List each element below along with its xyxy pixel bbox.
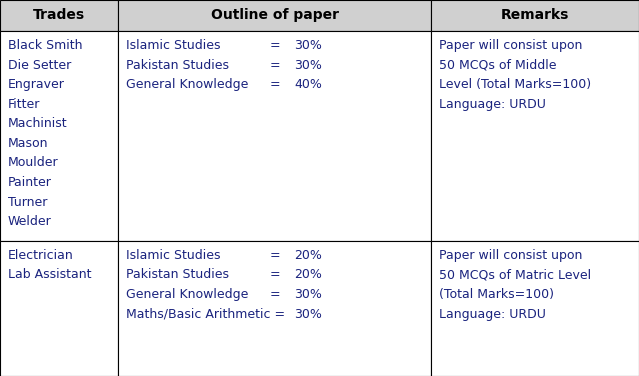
Text: Lab Assistant: Lab Assistant	[8, 268, 91, 282]
Text: Black Smith: Black Smith	[8, 39, 82, 52]
Text: 20%: 20%	[294, 249, 322, 262]
Text: =: =	[270, 249, 280, 262]
Text: General Knowledge: General Knowledge	[126, 78, 249, 91]
Text: Pakistan Studies: Pakistan Studies	[126, 59, 229, 72]
Text: Fitter: Fitter	[8, 98, 40, 111]
Text: Die Setter: Die Setter	[8, 59, 71, 72]
Text: 20%: 20%	[294, 268, 322, 282]
Text: Pakistan Studies: Pakistan Studies	[126, 268, 229, 282]
Text: 30%: 30%	[294, 288, 322, 301]
Bar	[0, 0, 118, 31]
Text: Turner: Turner	[8, 196, 47, 209]
Text: =: =	[270, 268, 280, 282]
Text: General Knowledge: General Knowledge	[126, 288, 249, 301]
Bar	[0, 241, 118, 376]
Text: Machinist: Machinist	[8, 117, 67, 130]
Text: Moulder: Moulder	[8, 156, 58, 170]
Text: =: =	[270, 288, 280, 301]
Text: Remarks: Remarks	[501, 8, 569, 23]
Text: 40%: 40%	[294, 78, 322, 91]
Bar	[118, 0, 431, 31]
Bar	[431, 241, 639, 376]
Bar	[431, 0, 639, 31]
Text: Language: URDU: Language: URDU	[439, 98, 546, 111]
Text: Outline of paper: Outline of paper	[211, 8, 339, 23]
Text: =: =	[270, 78, 280, 91]
Text: 30%: 30%	[294, 308, 322, 321]
Text: Islamic Studies: Islamic Studies	[126, 39, 220, 52]
Text: Islamic Studies: Islamic Studies	[126, 249, 220, 262]
Text: 50 MCQs of Middle: 50 MCQs of Middle	[439, 59, 557, 72]
Text: Paper will consist upon: Paper will consist upon	[439, 39, 582, 52]
Text: Engraver: Engraver	[8, 78, 65, 91]
Text: Level (Total Marks=100): Level (Total Marks=100)	[439, 78, 591, 91]
Text: Trades: Trades	[33, 8, 85, 23]
Bar	[431, 31, 639, 241]
Bar	[118, 31, 431, 241]
Text: 30%: 30%	[294, 59, 322, 72]
Text: =: =	[270, 59, 280, 72]
Text: 50 MCQs of Matric Level: 50 MCQs of Matric Level	[439, 268, 591, 282]
Text: Language: URDU: Language: URDU	[439, 308, 546, 321]
Text: =: =	[270, 39, 280, 52]
Text: Paper will consist upon: Paper will consist upon	[439, 249, 582, 262]
Text: Maths/Basic Arithmetic =: Maths/Basic Arithmetic =	[126, 308, 285, 321]
Text: (Total Marks=100): (Total Marks=100)	[439, 288, 554, 301]
Text: Electrician: Electrician	[8, 249, 73, 262]
Bar	[118, 241, 431, 376]
Text: Welder: Welder	[8, 215, 51, 228]
Text: Mason: Mason	[8, 137, 48, 150]
Bar	[0, 31, 118, 241]
Text: 30%: 30%	[294, 39, 322, 52]
Text: Painter: Painter	[8, 176, 52, 189]
